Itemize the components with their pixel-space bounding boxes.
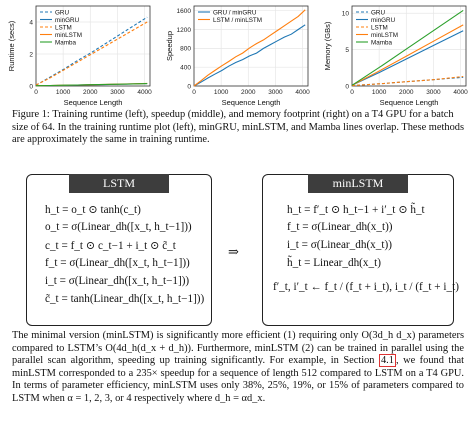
x-tick-label: 2000 [241, 89, 256, 96]
legend-entry: minGRU [55, 17, 80, 24]
minlstm-eq-1: h_t = f′_t ⊙ h_t−1 + i′_t ⊙ h̃_t [287, 204, 425, 216]
legend-entry: LSTM / minLSTM [213, 17, 262, 24]
x-tick-label: 1000 [214, 89, 229, 96]
x-tick-label: 1000 [372, 89, 387, 96]
runtime-chart: 0 1000 2000 3000 4000 0 2 4 Sequence Length Runti… [7, 5, 152, 107]
minlstm-eq-4: h̃_t = Linear_dh(x_t) [287, 257, 381, 269]
minlstm-eq-3: i_t = σ(Linear_dh(x_t)) [287, 239, 392, 251]
plot-frame [35, 5, 151, 87]
lstm-eq-5: i_t = σ(Linear_dh([x_t, h_t−1])) [45, 275, 190, 287]
figure-charts: 0 1000 2000 3000 4000 0 2 4 Sequence Length Runti… [0, 0, 474, 108]
x-axis-label: Sequence Length [380, 98, 439, 107]
transform-arrow: ⇒ [228, 244, 239, 259]
figure-caption: Figure 1: Training runtime (left), speed… [12, 109, 465, 146]
y-tick-label: 0 [29, 83, 33, 90]
y-tick-label: 10 [342, 11, 350, 18]
lstm-box-title: LSTM [69, 174, 169, 193]
legend-entry: minGRU [371, 17, 396, 24]
legend-entry: LSTM [371, 24, 388, 31]
legend-entry: GRU [371, 9, 385, 16]
series-line-2 [35, 21, 148, 86]
y-axis-label: Runtime (secs) [7, 20, 16, 71]
y-tick-label: 1600 [177, 8, 192, 15]
x-tick-label: 0 [350, 89, 354, 96]
legend-entry: LSTM [55, 24, 72, 31]
speedup-chart: 0 1000 2000 3000 4000 0 400 800 1200 1600 Sequence… [165, 5, 310, 107]
y-tick-label: 5 [345, 47, 349, 54]
x-tick-label: 1000 [56, 89, 71, 96]
y-tick-label: 4 [29, 19, 33, 26]
lstm-eq-4: f_t = σ(Linear_dh([x_t, h_t−1])) [45, 257, 190, 269]
plot-frame [193, 5, 309, 87]
legend-entry: Mamba [371, 39, 392, 46]
series-line-4 [35, 83, 148, 87]
series-line-1 [351, 30, 464, 86]
x-axis-label: Sequence Length [222, 98, 281, 107]
series-line-2 [351, 75, 464, 87]
series-line-0 [193, 24, 306, 87]
x-tick-label: 3000 [268, 89, 283, 96]
x-tick-label: 4000 [453, 89, 468, 96]
minlstm-eq-2: f_t = σ(Linear_dh(x_t)) [287, 221, 393, 233]
legend-entry: GRU [55, 9, 69, 16]
legend-entry: minLSTM [55, 32, 82, 39]
series-line-1 [193, 9, 306, 87]
y-tick-label: 2 [29, 51, 33, 58]
legend-entry: GRU / minGRU [213, 9, 257, 16]
minlstm-box-title: minLSTM [308, 174, 408, 193]
series-line-4 [351, 9, 464, 86]
x-tick-label: 2000 [399, 89, 414, 96]
x-tick-label: 4000 [295, 89, 310, 96]
y-tick-label: 800 [180, 46, 191, 53]
y-tick-label: 1200 [177, 27, 192, 34]
x-tick-label: 2000 [83, 89, 98, 96]
series-line-3 [351, 24, 464, 86]
lstm-eq-6: c̃_t = tanh(Linear_dh([x_t, h_t−1])) [45, 293, 205, 305]
body-text-part-2: , we found that minLSTM corresponded to … [12, 355, 464, 404]
lstm-equation-box: LSTM h_t = o_t ⊙ tanh(c_t) o_t = σ(Linea… [26, 174, 212, 326]
section-reference-link[interactable]: 4.1 [378, 354, 396, 368]
series-line-0 [35, 16, 148, 86]
x-tick-label: 3000 [110, 89, 125, 96]
x-tick-label: 0 [34, 89, 38, 96]
legend-entry: Mamba [55, 39, 76, 46]
y-tick-label: 400 [180, 64, 191, 71]
x-tick-label: 3000 [426, 89, 441, 96]
memory-chart: 0 1000 2000 3000 4000 0 5 10 Sequence Length Memo… [323, 5, 468, 107]
x-tick-label: 0 [192, 89, 196, 96]
y-tick-label: 0 [187, 83, 191, 90]
y-axis-label: Speedup [165, 31, 174, 61]
lstm-eq-3: c_t = f_t ⊙ c_t−1 + i_t ⊙ c̃_t [45, 240, 176, 252]
y-tick-label: 0 [345, 83, 349, 90]
minlstm-equation-box: minLSTM h_t = f′_t ⊙ h_t−1 + i′_t ⊙ h̃_t… [262, 174, 459, 326]
body-text-part-1: The minimal version (minLSTM) is signifi… [12, 330, 464, 367]
x-tick-label: 4000 [137, 89, 152, 96]
lstm-eq-2: o_t = σ(Linear_dh([x_t, h_t−1])) [45, 221, 192, 233]
lstm-eq-1: h_t = o_t ⊙ tanh(c_t) [45, 204, 141, 216]
minlstm-eq-5: f′_t, i′_t ← f_t / (f_t + i_t), i_t / (f… [273, 281, 459, 293]
y-axis-label: Memory (GBs) [323, 21, 332, 70]
x-axis-label: Sequence Length [64, 98, 123, 107]
legend-entry: minLSTM [371, 32, 398, 39]
plot-frame [351, 5, 467, 87]
body-paragraph: The minimal version (minLSTM) is signifi… [12, 330, 464, 406]
